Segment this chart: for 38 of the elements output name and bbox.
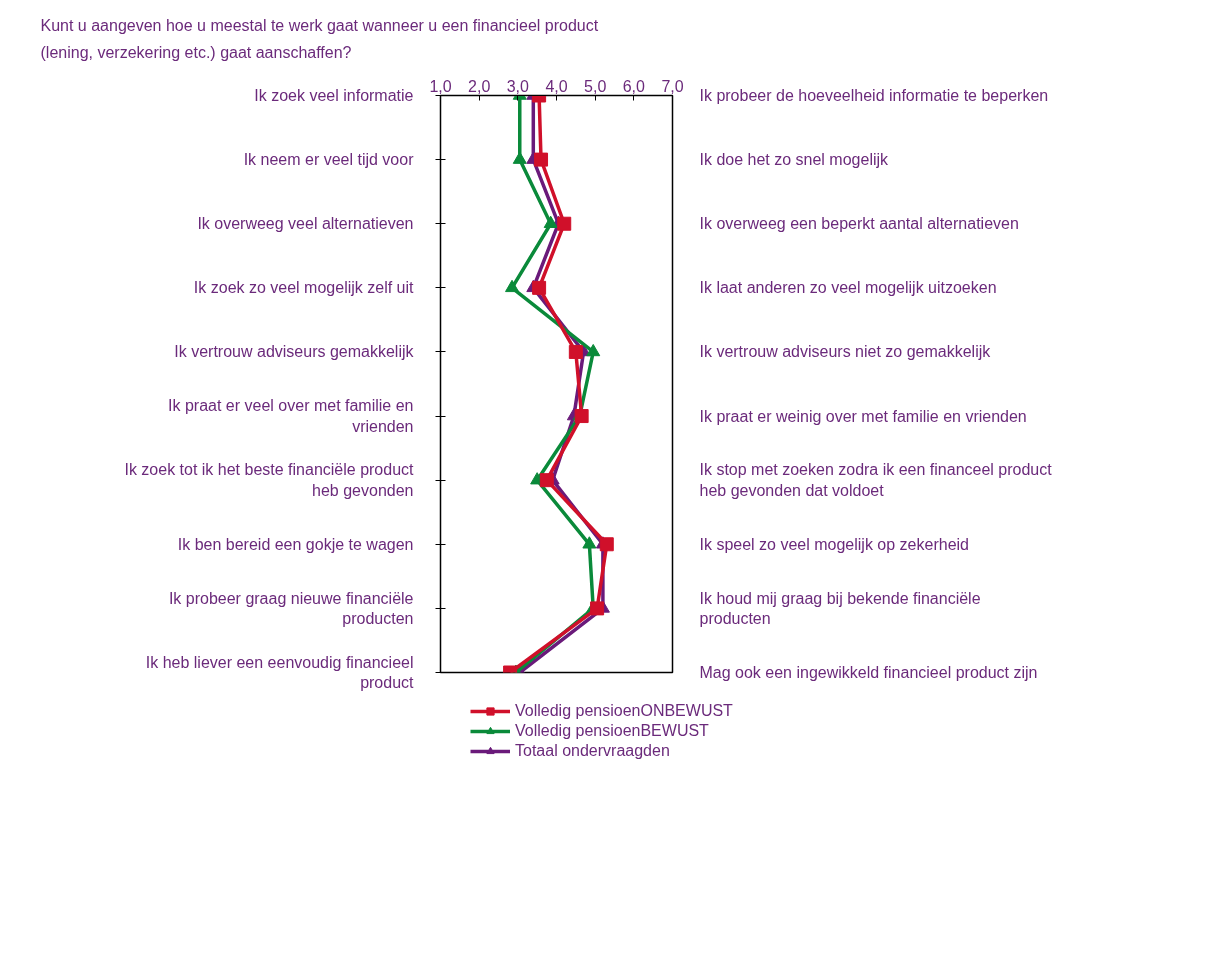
y2-tick-label: Ik laat anderen zo veel mogelijk uitzoeken bbox=[699, 279, 997, 297]
y-tick-label: Ik heb liever een eenvoudig financieel product bbox=[145, 653, 415, 692]
x-tick-label: 6,0 bbox=[622, 77, 646, 95]
y2-tick-label: Ik praat er weinig over met familie en vrienden bbox=[699, 407, 1027, 425]
point bbox=[582, 536, 597, 549]
y-tick-label: Ik zoek tot ik het beste financiële product heb gevonden bbox=[124, 461, 415, 499]
y2-tick-label: Ik doe het zo snel mogelijk bbox=[699, 151, 890, 169]
y-tick-label: Ik vertrouw adviseurs gemakkelijk bbox=[174, 343, 415, 361]
x-tick-label: 3,0 bbox=[506, 77, 530, 95]
y-tick-label: Ik zoek veel informatie bbox=[254, 87, 414, 104]
y2-tick-label: Ik stop met zoeken zodra ik een financeel product heb gevonden dat voldoet bbox=[699, 461, 1053, 499]
legend-label: Volledig pensioenBEWUST bbox=[515, 722, 709, 740]
y-tick-label: Ik praat er veel over met familie en vrienden bbox=[168, 397, 414, 435]
point bbox=[557, 216, 572, 231]
y2-tick-label: Ik probeer de hoeveelheid informatie te beperken bbox=[699, 87, 1049, 104]
y2-tick-label: Ik overweeg een beperkt aantal alternatieven bbox=[699, 215, 1019, 233]
x-tick-label: 7,0 bbox=[661, 77, 684, 95]
legend-label: Volledig pensioenONBEWUST bbox=[515, 702, 733, 720]
point bbox=[534, 152, 549, 167]
y2-tick-label: Ik speel zo veel mogelijk op zekerheid bbox=[699, 535, 969, 553]
chart-title: Kunt u aangeven hoe u meestal te werk gaat wanneer u een financieel product (lening, verzekering etc.) gaat aanschaffen? bbox=[40, 17, 599, 62]
point bbox=[586, 343, 601, 357]
x-tick-label: 5,0 bbox=[584, 77, 607, 95]
y2-tick-label: Mag ook een ingewikkeld financieel product zijn bbox=[699, 664, 1038, 681]
y-tick-label: Ik probeer graag nieuwe financiële producten bbox=[168, 589, 414, 628]
legend-label: Totaal ondervraagden bbox=[515, 742, 670, 760]
y-tick-label: Ik ben bereid een gokje te wagen bbox=[177, 535, 414, 553]
y2-tick-label: Ik houd mij graag bij bekende financiële producten bbox=[699, 589, 981, 628]
point bbox=[568, 344, 583, 359]
y2-tick-label: Ik vertrouw adviseurs niet zo gemakkelijk bbox=[699, 343, 992, 361]
y-tick-label: Ik neem er veel tijd voor bbox=[243, 151, 415, 169]
point bbox=[532, 280, 547, 295]
y-tick-label: Ik overweeg veel alternatieven bbox=[197, 215, 414, 233]
x-tick-label: 2,0 bbox=[468, 77, 491, 95]
x-tick-label: 4,0 bbox=[545, 77, 568, 95]
x-tick-label: 1,0 bbox=[429, 77, 452, 95]
point bbox=[505, 279, 520, 293]
y-tick-label: Ik zoek zo veel mogelijk zelf uit bbox=[193, 279, 415, 297]
